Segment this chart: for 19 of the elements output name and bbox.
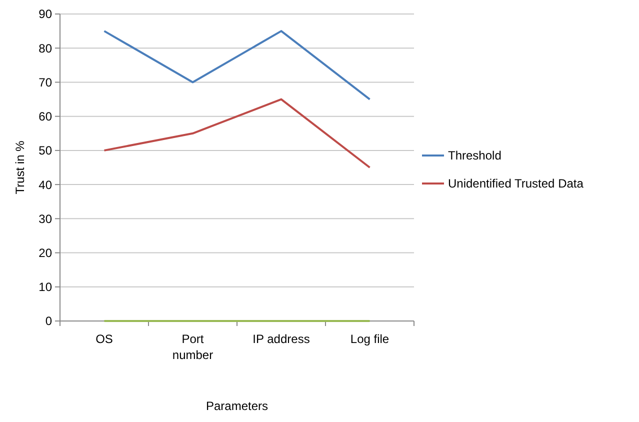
legend-label: Threshold	[448, 148, 502, 163]
x-tick-label: Port number	[172, 332, 214, 362]
y-tick-label: 90	[38, 7, 52, 22]
y-tick-label: 0	[45, 314, 52, 328]
y-tick-label: 40	[38, 178, 52, 192]
line-series	[103, 98, 371, 168]
y-tick-label: 70	[38, 75, 52, 90]
x-axis-title: Parameters	[206, 399, 268, 413]
y-tick-label: 80	[38, 41, 52, 56]
y-tick-label: 30	[38, 212, 52, 226]
y-tick-label: 10	[38, 280, 52, 294]
x-tick-label: OS	[96, 332, 113, 346]
y-axis-title: Trust in %	[13, 140, 27, 194]
x-tick-label: Log file	[350, 332, 390, 346]
x-tick-label: IP address	[252, 332, 310, 346]
y-tick-label: 60	[38, 110, 52, 124]
legend-label: Unidentified Trusted Data	[448, 176, 584, 191]
y-tick-label: 50	[38, 144, 52, 158]
y-tick-label: 20	[38, 246, 52, 260]
